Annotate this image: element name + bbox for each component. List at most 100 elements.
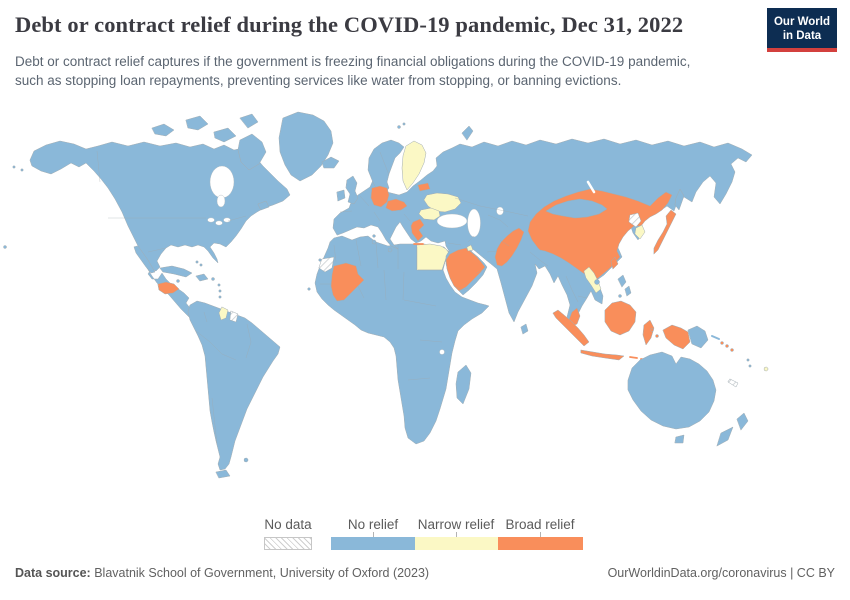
islands-antilles[interactable] bbox=[218, 295, 222, 299]
country-north-korea[interactable] bbox=[628, 212, 642, 228]
country-philippines[interactable] bbox=[618, 294, 622, 298]
aral-sea bbox=[496, 206, 504, 216]
islands-pacific[interactable] bbox=[3, 245, 7, 249]
country-iceland[interactable] bbox=[321, 156, 340, 169]
country-fiji[interactable] bbox=[763, 366, 769, 372]
islands-cape-verde[interactable] bbox=[307, 287, 311, 291]
owid-logo[interactable]: Our World in Data bbox=[767, 8, 837, 53]
legend-swatch-no-relief[interactable] bbox=[331, 537, 415, 550]
island-newfoundland[interactable] bbox=[257, 200, 270, 211]
country-taiwan[interactable] bbox=[610, 256, 619, 270]
country-greenland[interactable] bbox=[278, 111, 334, 182]
country-japan[interactable] bbox=[653, 209, 677, 255]
country-czechia-austria[interactable] bbox=[385, 198, 408, 212]
island-sulawesi[interactable] bbox=[642, 319, 655, 346]
islands-moluccas[interactable] bbox=[650, 328, 654, 332]
country-mongolia[interactable] bbox=[545, 198, 608, 219]
country-puerto-rico[interactable] bbox=[211, 277, 215, 281]
island-novaya-zemlya[interactable] bbox=[461, 125, 474, 141]
country-philippines[interactable] bbox=[617, 274, 627, 288]
country-south-korea[interactable] bbox=[634, 224, 646, 240]
arctic-island[interactable] bbox=[213, 127, 237, 143]
country-jamaica[interactable] bbox=[176, 279, 180, 283]
country-ireland[interactable] bbox=[336, 189, 346, 202]
country-madagascar[interactable] bbox=[455, 364, 472, 405]
country-western-sahara[interactable] bbox=[318, 256, 335, 273]
country-africa[interactable] bbox=[314, 235, 490, 445]
islands-antilles[interactable] bbox=[217, 283, 221, 287]
island-java[interactable] bbox=[580, 349, 625, 361]
country-sri-lanka[interactable] bbox=[520, 323, 529, 335]
legend-swatch-narrow-relief[interactable] bbox=[415, 537, 498, 550]
island-borneo[interactable] bbox=[604, 300, 637, 336]
james-bay bbox=[216, 194, 226, 208]
country-kuwait[interactable] bbox=[466, 244, 474, 252]
legend-label-no-data: No data bbox=[264, 517, 312, 532]
legend-swatch-broad-relief[interactable] bbox=[498, 537, 583, 550]
page-title: Debt or contract relief during the COVID… bbox=[15, 12, 684, 37]
country-guyana[interactable] bbox=[218, 306, 229, 321]
island-sumatra[interactable] bbox=[552, 309, 590, 347]
country-pakistan[interactable] bbox=[494, 227, 525, 267]
islands-falkland[interactable] bbox=[243, 457, 249, 463]
country-solomon-islands[interactable] bbox=[720, 341, 724, 345]
country-greece[interactable] bbox=[410, 218, 425, 242]
lake-baikal bbox=[586, 180, 596, 194]
island-new-caledonia[interactable] bbox=[727, 378, 739, 388]
country-latvia[interactable] bbox=[417, 182, 431, 192]
legend-tick bbox=[540, 532, 541, 538]
country-romania[interactable] bbox=[418, 207, 441, 221]
country-hispaniola[interactable] bbox=[195, 273, 209, 282]
island-corsica[interactable] bbox=[372, 234, 376, 238]
island-new-britain[interactable] bbox=[711, 335, 720, 340]
country-solomon-islands[interactable] bbox=[725, 344, 729, 348]
islands-antilles[interactable] bbox=[218, 289, 222, 293]
arctic-island[interactable] bbox=[239, 113, 259, 129]
country-vanuatu[interactable] bbox=[748, 364, 752, 368]
arctic-island-baffin[interactable] bbox=[237, 133, 267, 171]
islands-lesser-sunda[interactable] bbox=[629, 356, 638, 359]
country-germany[interactable] bbox=[370, 185, 390, 208]
arctic-island[interactable] bbox=[151, 123, 175, 137]
country-papua-new-guinea[interactable] bbox=[687, 325, 709, 349]
island-tierra-del-fuego[interactable] bbox=[215, 469, 231, 479]
legend-label-no-relief: No relief bbox=[347, 517, 399, 532]
islands-moluccas[interactable] bbox=[655, 334, 659, 338]
arctic-island[interactable] bbox=[185, 115, 209, 131]
island-sicily[interactable] bbox=[387, 247, 393, 253]
country-north-america[interactable] bbox=[29, 140, 291, 330]
country-mexico-baja[interactable] bbox=[133, 245, 156, 274]
country-ukraine[interactable] bbox=[423, 192, 462, 213]
islands-bahamas[interactable] bbox=[199, 263, 203, 267]
country-finland[interactable] bbox=[401, 140, 427, 191]
country-mali[interactable] bbox=[330, 262, 365, 302]
region-west-papua[interactable] bbox=[662, 324, 691, 350]
owid-logo-line2: in Data bbox=[782, 30, 822, 43]
islands-svalbard[interactable] bbox=[397, 125, 401, 129]
islands-aleutian[interactable] bbox=[12, 165, 16, 169]
country-south-america[interactable] bbox=[187, 300, 281, 471]
owid-url-link[interactable]: OurWorldinData.org/coronavirus bbox=[607, 566, 787, 580]
islands-svalbard[interactable] bbox=[402, 122, 406, 126]
islands-bahamas[interactable] bbox=[195, 260, 199, 264]
country-vanuatu[interactable] bbox=[746, 358, 750, 362]
islands-aleutian[interactable] bbox=[20, 168, 24, 172]
island-hainan[interactable] bbox=[594, 279, 600, 285]
footer-credit: OurWorldinData.org/coronavirus | CC BY bbox=[608, 566, 835, 580]
country-new-zealand-south[interactable] bbox=[716, 426, 734, 447]
island-tasmania[interactable] bbox=[674, 434, 685, 444]
country-philippines[interactable] bbox=[624, 285, 632, 297]
islands-canary[interactable] bbox=[318, 258, 322, 262]
island-sardinia[interactable] bbox=[371, 239, 377, 245]
country-solomon-islands[interactable] bbox=[730, 348, 734, 352]
water-bodies bbox=[207, 165, 596, 355]
country-united-kingdom[interactable] bbox=[345, 175, 359, 205]
country-australia[interactable] bbox=[627, 351, 717, 430]
island-sakhalin[interactable] bbox=[674, 188, 685, 211]
country-cuba[interactable] bbox=[159, 265, 193, 278]
country-new-zealand-north[interactable] bbox=[736, 412, 749, 431]
legend-swatch-no-data[interactable] bbox=[264, 537, 312, 550]
country-suriname[interactable] bbox=[229, 310, 239, 323]
country-laos[interactable] bbox=[583, 266, 602, 294]
country-honduras[interactable] bbox=[157, 281, 180, 295]
